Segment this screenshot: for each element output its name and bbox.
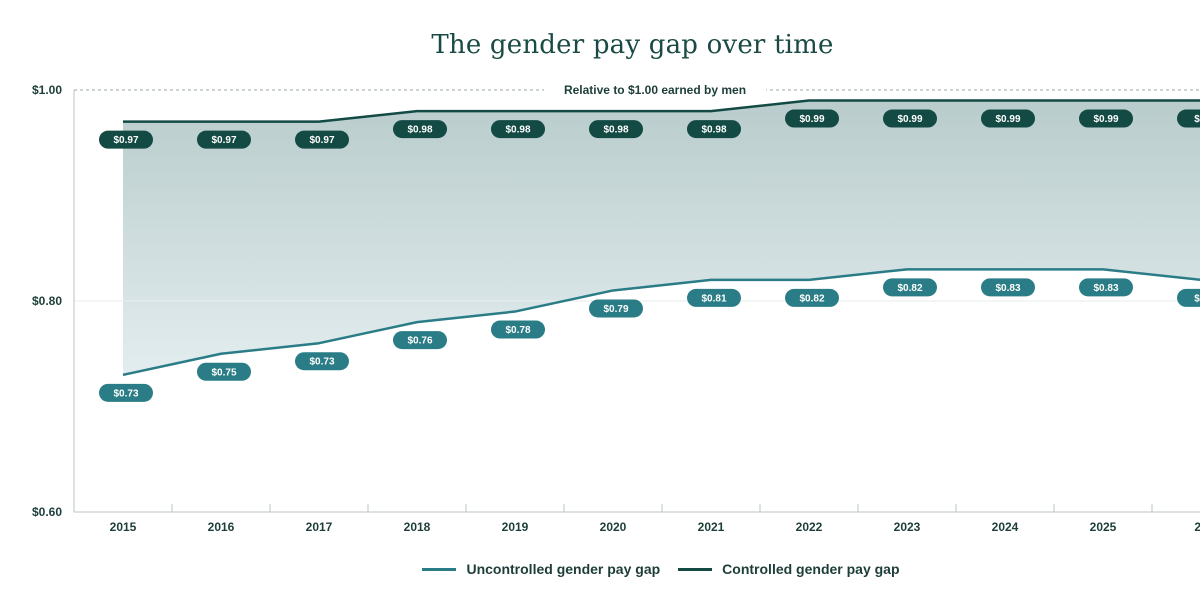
data-label-pill-controlled	[1079, 109, 1133, 128]
data-label-pill-uncontrolled	[785, 288, 839, 307]
data-label-pill-controlled	[491, 120, 545, 139]
data-label-uncontrolled: $0.75	[211, 367, 236, 378]
data-label-pill-controlled	[99, 130, 153, 149]
data-label-uncontrolled: $0.78	[505, 325, 530, 336]
y-tick-label: $1.00	[32, 83, 62, 97]
legend-item-controlled[interactable]: Controlled gender pay gap	[678, 561, 900, 577]
data-label-pill-controlled	[883, 109, 937, 128]
gap-band	[123, 100, 1200, 375]
chart-title: The gender pay gap over time	[431, 30, 834, 60]
data-label-controlled: $0.98	[701, 125, 726, 136]
data-label-pill-controlled	[1177, 109, 1200, 128]
legend: Uncontrolled gender pay gap Controlled g…	[0, 561, 1200, 577]
data-label-controlled: $0.99	[995, 114, 1020, 125]
x-tick-label: 2019	[502, 520, 529, 534]
data-label-pill-controlled	[687, 120, 741, 139]
data-label-pill-uncontrolled	[295, 352, 349, 371]
data-label-pill-controlled	[981, 109, 1035, 128]
x-tick-label: 2024	[992, 520, 1019, 534]
data-label-pill-controlled	[393, 120, 447, 139]
legend-label-controlled: Controlled gender pay gap	[722, 561, 900, 577]
x-tick-label: 2023	[894, 520, 921, 534]
data-label-uncontrolled: $0.8	[1194, 293, 1200, 304]
data-label-pill-uncontrolled	[99, 383, 153, 402]
data-label-pill-uncontrolled	[197, 362, 251, 381]
data-label-controlled: $0.97	[211, 135, 236, 146]
legend-swatch-controlled	[678, 567, 713, 571]
series-line-uncontrolled	[122, 268, 1200, 377]
data-label-uncontrolled: $0.82	[897, 283, 922, 294]
reference-label-bg	[544, 81, 766, 99]
data-label-pill-uncontrolled	[589, 299, 643, 318]
data-label-uncontrolled: $0.73	[309, 357, 334, 368]
series-line-controlled	[123, 99, 1200, 123]
data-label-pill-uncontrolled	[981, 278, 1035, 297]
data-label-uncontrolled: $0.79	[603, 304, 628, 315]
data-label-pill-uncontrolled	[1177, 288, 1200, 307]
x-tick-label: 2021	[698, 520, 725, 534]
data-label-pill-uncontrolled	[491, 320, 545, 339]
data-label-pill-uncontrolled	[1079, 278, 1133, 297]
data-label-pill-controlled	[589, 120, 643, 139]
data-label-pill-controlled	[785, 109, 839, 128]
reference-line-label: Relative to $1.00 earned by men	[564, 83, 746, 97]
data-label-controlled: $0.98	[407, 125, 432, 136]
data-label-uncontrolled: $0.81	[701, 293, 726, 304]
data-label-pill-uncontrolled	[393, 331, 447, 350]
x-tick-label: 2016	[208, 520, 235, 534]
data-label-controlled: $0.99	[799, 114, 824, 125]
data-label-uncontrolled: $0.82	[799, 293, 824, 304]
x-tick-label: 2020	[600, 520, 627, 534]
x-tick-label: 2022	[796, 520, 823, 534]
data-label-uncontrolled: $0.83	[1093, 283, 1118, 294]
data-label-pill-controlled	[197, 130, 251, 149]
legend-item-uncontrolled[interactable]: Uncontrolled gender pay gap	[422, 561, 660, 577]
x-tick-label: 2017	[306, 520, 333, 534]
data-label-uncontrolled: $0.76	[407, 336, 432, 347]
data-label-controlled: $0.99	[1093, 114, 1118, 125]
x-tick-label: 2025	[1090, 520, 1117, 534]
x-tick-label: 2015	[110, 520, 137, 534]
y-tick-label: $0.80	[32, 294, 62, 308]
legend-label-uncontrolled: Uncontrolled gender pay gap	[466, 561, 661, 577]
data-label-controlled: $0.97	[113, 135, 138, 146]
data-label-controlled: $0.9	[1194, 114, 1200, 125]
legend-swatch-uncontrolled	[422, 567, 457, 571]
data-label-pill-uncontrolled	[687, 288, 741, 307]
x-tick-label: 2018	[404, 520, 431, 534]
data-label-uncontrolled: $0.73	[113, 388, 138, 399]
data-label-controlled: $0.98	[603, 125, 628, 136]
x-tick-label: 20	[1194, 520, 1200, 534]
data-label-controlled: $0.98	[505, 125, 530, 136]
data-label-controlled: $0.99	[897, 114, 922, 125]
data-label-controlled: $0.97	[309, 135, 334, 146]
y-tick-label: $0.60	[32, 505, 62, 519]
data-label-pill-controlled	[295, 130, 349, 149]
data-label-uncontrolled: $0.83	[995, 283, 1020, 294]
data-label-pill-uncontrolled	[883, 278, 937, 297]
